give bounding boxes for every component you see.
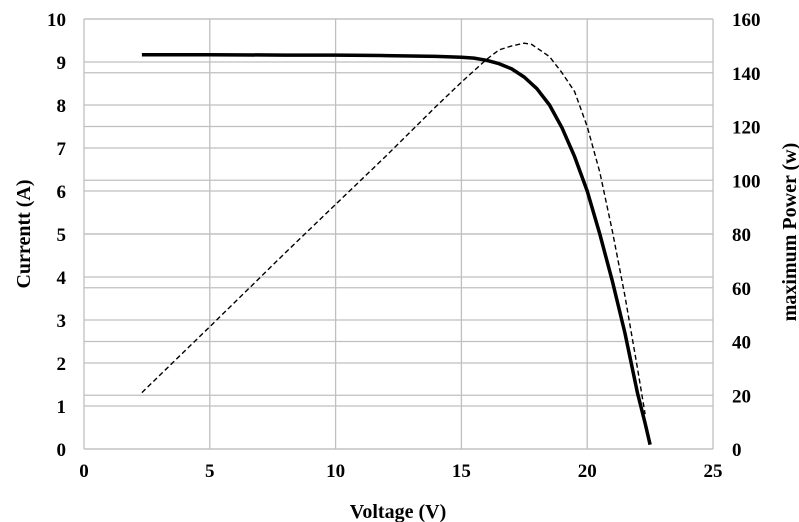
y-right-tick-label: 40: [732, 333, 751, 354]
y-left-tick-label: 8: [57, 96, 67, 117]
x-tick-label: 15: [452, 461, 471, 482]
y-left-tick-label: 3: [57, 311, 67, 332]
y-left-tick-label: 2: [57, 354, 67, 375]
y-left-tick-label: 0: [57, 440, 67, 461]
y-left-tick-label: 6: [57, 182, 67, 203]
y-right-tick-label: 120: [732, 118, 761, 139]
y-left-tick-label: 9: [57, 53, 67, 74]
y-right-tick-label: 0: [732, 440, 742, 461]
y-left-tick-label: 7: [57, 139, 67, 160]
gridlines: [83, 18, 714, 450]
x-tick-label: 20: [578, 461, 597, 482]
y-right-tick-label: 20: [732, 386, 751, 407]
y-left-tick-label: 10: [47, 10, 66, 31]
x-tick-label: 5: [205, 461, 215, 482]
y-left-axis-title: Currentt (A): [13, 179, 35, 288]
y-left-tick-label: 4: [57, 268, 67, 289]
x-tick-label: 0: [79, 461, 89, 482]
y-right-tick-label: 160: [732, 10, 761, 31]
y-right-tick-label: 140: [732, 64, 761, 85]
y-right-axis-title: maximum Power (w): [779, 143, 799, 321]
x-axis-title: Voltage (V): [350, 501, 446, 522]
series-layer: [141, 42, 652, 446]
y-right-tick-label: 100: [732, 171, 761, 192]
power-curve-dashed: [141, 42, 646, 415]
y-left-tick-label: 1: [57, 397, 67, 418]
x-tick-label: 25: [704, 461, 723, 482]
y-right-tick-label: 80: [732, 225, 751, 246]
y-left-tick-label: 5: [57, 225, 67, 246]
y-right-tick-label: 60: [732, 279, 751, 300]
tick-labels: 0 5 10 15 20 25012345678910020406080100120140…: [47, 10, 761, 482]
current-curve-solid: [141, 52, 652, 446]
x-tick-label: 10: [326, 461, 345, 482]
